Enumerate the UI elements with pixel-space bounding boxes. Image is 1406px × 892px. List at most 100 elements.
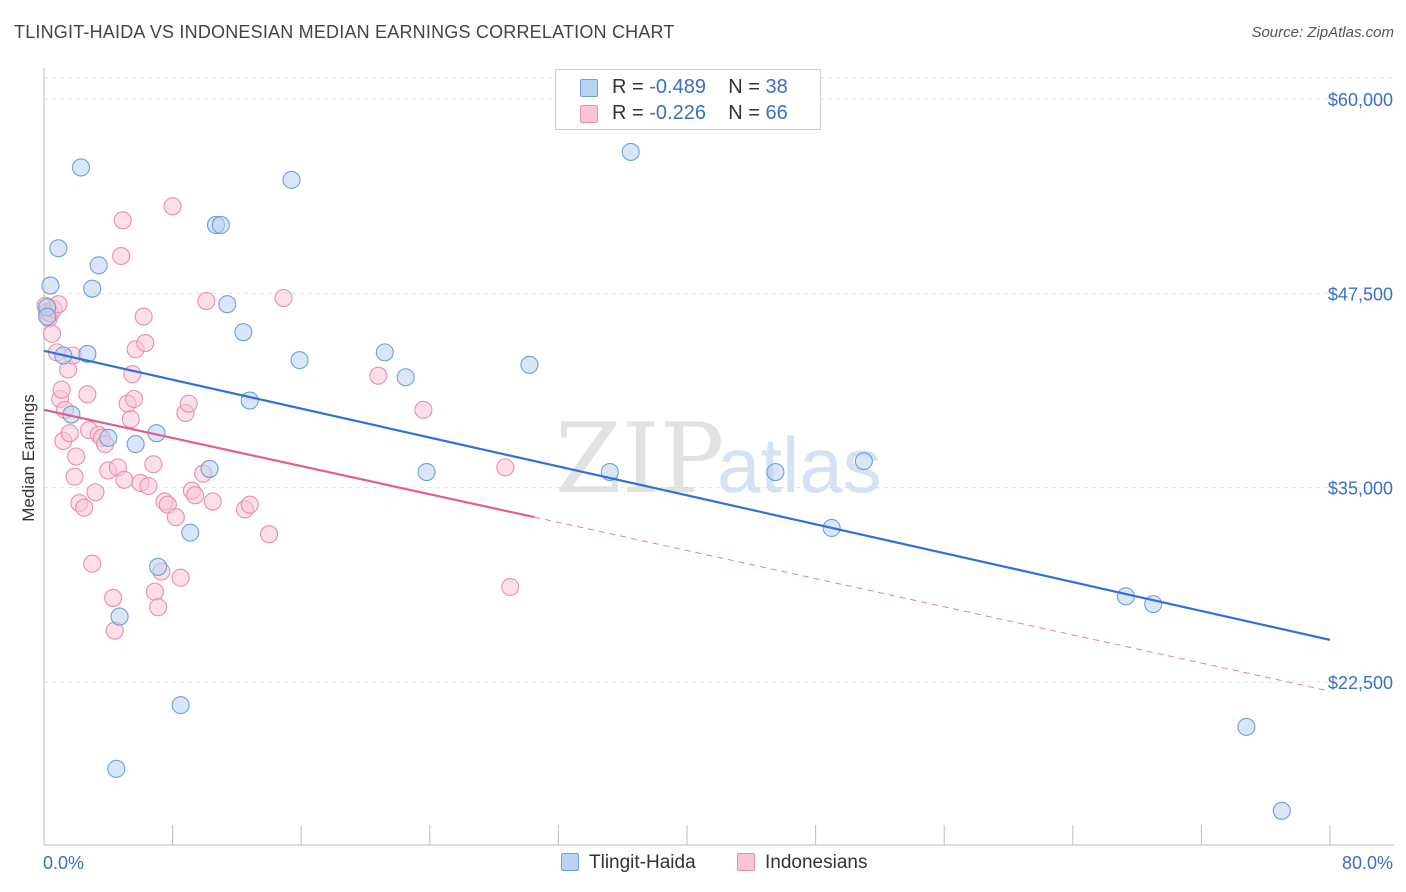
indonesians-point bbox=[65, 467, 84, 486]
x-tick-label: 0.0% bbox=[43, 853, 84, 873]
tlingit-haida-point bbox=[78, 344, 97, 363]
tlingit-haida-point bbox=[83, 279, 102, 298]
indonesians-point bbox=[67, 447, 86, 466]
indonesians-point bbox=[139, 476, 158, 496]
tlingit-haida-point bbox=[218, 295, 237, 314]
tlingit-haida-point bbox=[107, 759, 126, 778]
tlingit-haida-point bbox=[854, 452, 873, 471]
tlingit-haida-point bbox=[621, 142, 640, 161]
tlingit-haida-point bbox=[38, 307, 57, 326]
indonesians-point bbox=[171, 568, 190, 587]
indonesians-point bbox=[144, 455, 163, 474]
indonesians-point bbox=[75, 498, 94, 517]
axes bbox=[43, 68, 1394, 846]
indonesians-point bbox=[104, 588, 123, 607]
indonesians-point bbox=[501, 577, 520, 597]
tlingit-haida-points bbox=[38, 142, 1291, 820]
legend-n-label: N = bbox=[728, 76, 766, 98]
tlingit-haida-point bbox=[181, 523, 200, 542]
tick-labels: $22,500 $35,000 $47,500 $60,000 0.0% 80.0% bbox=[43, 90, 1393, 873]
watermark: ZIP atlas bbox=[555, 403, 882, 515]
tlingit-haida-point bbox=[766, 462, 785, 482]
legend-swatch-pink bbox=[580, 105, 598, 123]
indonesians-point bbox=[115, 470, 134, 489]
tlingit-haida-point bbox=[126, 435, 145, 454]
indonesians-point bbox=[113, 211, 132, 230]
tlingit-haida-point bbox=[290, 351, 309, 370]
indonesians-point bbox=[163, 197, 182, 216]
y-tick-label: $22,500 bbox=[1328, 673, 1393, 693]
indonesians-point bbox=[414, 400, 433, 419]
indonesians-point bbox=[203, 492, 222, 511]
bottom-legend-tlingit-haida: Tlingit-Haida bbox=[561, 852, 696, 874]
tlingit-haida-point bbox=[110, 607, 129, 626]
y-axis-label: Median Earnings bbox=[19, 394, 38, 522]
indonesians-points bbox=[36, 197, 520, 640]
tlingit-haida-point bbox=[282, 170, 301, 189]
tlingit-haida-point bbox=[99, 428, 118, 447]
indonesians-point bbox=[149, 598, 168, 617]
indonesians-point bbox=[86, 483, 105, 502]
y-tick-label: $60,000 bbox=[1328, 90, 1393, 110]
source-credit: Source: ZipAtlas.com bbox=[1251, 24, 1394, 41]
indonesians-point bbox=[123, 365, 142, 384]
indonesians-point bbox=[42, 324, 62, 343]
indonesians-point bbox=[179, 394, 198, 413]
watermark-atlas: atlas bbox=[717, 421, 882, 509]
tlingit-haida-point bbox=[200, 459, 219, 478]
indonesians-point bbox=[186, 486, 205, 505]
indonesians-point bbox=[78, 385, 97, 404]
tlingit-haida-trend-line bbox=[43, 349, 1331, 641]
legend-n-value: 66 bbox=[765, 102, 788, 124]
tlingit-haida-point bbox=[49, 239, 68, 258]
indonesians-point bbox=[496, 458, 515, 477]
tlingit-haida-point bbox=[375, 343, 394, 362]
legend-swatch-blue bbox=[580, 79, 598, 97]
tlingit-haida-point bbox=[149, 557, 168, 576]
y-tick-label: $35,000 bbox=[1328, 479, 1393, 499]
bottom-legend-indonesians: Indonesians bbox=[737, 852, 867, 874]
y-tick-label: $47,500 bbox=[1328, 284, 1393, 304]
tlingit-haida-point bbox=[211, 215, 230, 235]
tlingit-haida-point bbox=[171, 696, 190, 715]
indonesians-point bbox=[369, 366, 388, 385]
indonesians-trend-line bbox=[43, 408, 535, 519]
indonesians-point bbox=[166, 508, 185, 527]
correlation-legend: R = -0.489 N = 38 R = -0.226 N = 66 bbox=[555, 69, 821, 130]
indonesians-point bbox=[124, 389, 144, 409]
trend-lines bbox=[43, 349, 1331, 692]
indonesians-point bbox=[197, 292, 216, 311]
bottom-legend-swatch-blue bbox=[561, 853, 579, 871]
bottom-legend-label: Tlingit-Haida bbox=[589, 852, 696, 873]
indonesians-trend-extension bbox=[534, 516, 1331, 692]
legend-n-value: 38 bbox=[765, 76, 788, 98]
indonesians-point bbox=[259, 525, 279, 544]
x-tick-label: 80.0% bbox=[1342, 853, 1393, 873]
indonesians-point bbox=[121, 410, 140, 429]
legend-n-label: N = bbox=[728, 102, 766, 124]
tlingit-haida-point bbox=[417, 462, 436, 482]
chart-title: TLINGIT-HAIDA VS INDONESIAN MEDIAN EARNI… bbox=[14, 22, 675, 42]
tlingit-haida-point bbox=[89, 256, 108, 275]
tlingit-haida-point bbox=[1237, 717, 1256, 736]
indonesians-point bbox=[145, 582, 164, 601]
gridlines bbox=[44, 77, 1394, 683]
legend-r-value: -0.226 bbox=[649, 102, 706, 124]
indonesians-point bbox=[274, 288, 293, 308]
tlingit-haida-point bbox=[396, 368, 415, 387]
indonesians-point bbox=[240, 495, 259, 514]
indonesians-point bbox=[112, 246, 131, 266]
tlingit-haida-point bbox=[234, 323, 253, 342]
legend-r-value: -0.489 bbox=[649, 76, 706, 98]
bottom-legend-swatch-pink bbox=[737, 853, 755, 871]
tlingit-haida-point bbox=[240, 391, 259, 410]
indonesians-point bbox=[60, 424, 79, 443]
tlingit-haida-point bbox=[520, 355, 539, 374]
tlingit-haida-point bbox=[1272, 801, 1291, 820]
indonesians-point bbox=[52, 380, 71, 399]
indonesians-point bbox=[136, 334, 155, 353]
tlingit-haida-point bbox=[71, 158, 91, 177]
legend-r-label: R = bbox=[612, 102, 650, 124]
tlingit-haida-point bbox=[41, 276, 60, 295]
